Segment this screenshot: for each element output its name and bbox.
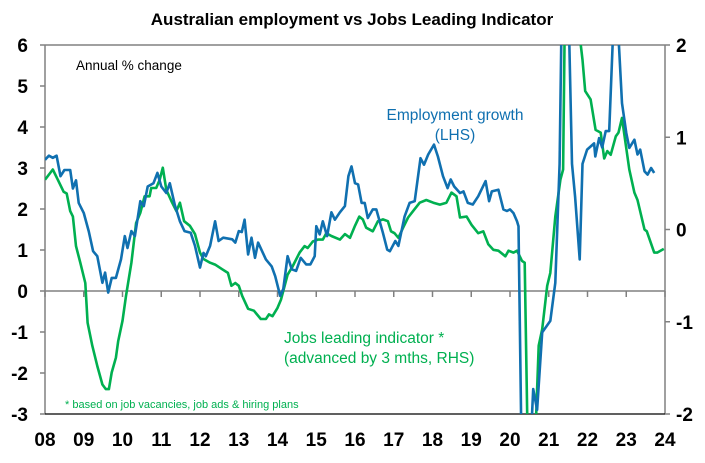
- x-tick-label: 11: [151, 430, 172, 451]
- left-y-tick-label: -1: [11, 323, 28, 344]
- employment-series-label-axis: (LHS): [435, 127, 475, 144]
- x-tick-label: 18: [422, 430, 443, 451]
- x-tick-label: 19: [461, 430, 482, 451]
- x-tick-label: 14: [267, 430, 289, 451]
- left-y-tick-label: 6: [17, 36, 28, 57]
- x-tick-label: 23: [616, 430, 637, 451]
- x-tick-label: 09: [73, 430, 94, 451]
- right-y-tick-label: -1: [676, 313, 693, 334]
- x-tick-label: 08: [34, 430, 55, 451]
- left-y-tick-label: 3: [17, 159, 28, 180]
- left-y-tick-label: -2: [11, 364, 28, 385]
- right-y-tick-label: 1: [676, 128, 687, 149]
- x-tick-label: 15: [306, 430, 328, 451]
- x-tick-label: 21: [538, 430, 560, 451]
- right-y-tick-label: 0: [676, 221, 687, 242]
- chart-title: Australian employment vs Jobs Leading In…: [151, 10, 554, 29]
- left-y-tick-label: 4: [17, 118, 28, 139]
- x-tick-label: 20: [499, 430, 520, 451]
- right-y-tick-label: 2: [676, 36, 687, 57]
- x-tick-label: 13: [228, 430, 249, 451]
- series-lines: [45, 45, 665, 414]
- x-tick-label: 22: [577, 430, 598, 451]
- x-tick-label: 10: [112, 430, 133, 451]
- left-y-tick-label: -3: [11, 405, 28, 426]
- x-tick-label: 24: [654, 430, 676, 451]
- indicator-series-label: Jobs leading indicator *: [284, 330, 444, 347]
- indicator-series-label-detail: (advanced by 3 mths, RHS): [284, 350, 474, 367]
- left-y-tick-label: 0: [17, 282, 28, 303]
- left-y-tick-label: 1: [17, 241, 28, 262]
- employment-growth-line: [45, 45, 656, 414]
- x-tick-label: 17: [383, 430, 404, 451]
- right-y-tick-label: -2: [676, 405, 693, 426]
- x-tick-label: 16: [344, 430, 365, 451]
- left-y-tick-label: 5: [17, 77, 28, 98]
- footnote: * based on job vacancies, job ads & hiri…: [65, 399, 299, 411]
- left-y-tick-label: 2: [17, 200, 28, 221]
- employment-series-label: Employment growth: [387, 107, 524, 124]
- x-tick-label: 12: [189, 430, 210, 451]
- unit-label: Annual % change: [76, 58, 182, 73]
